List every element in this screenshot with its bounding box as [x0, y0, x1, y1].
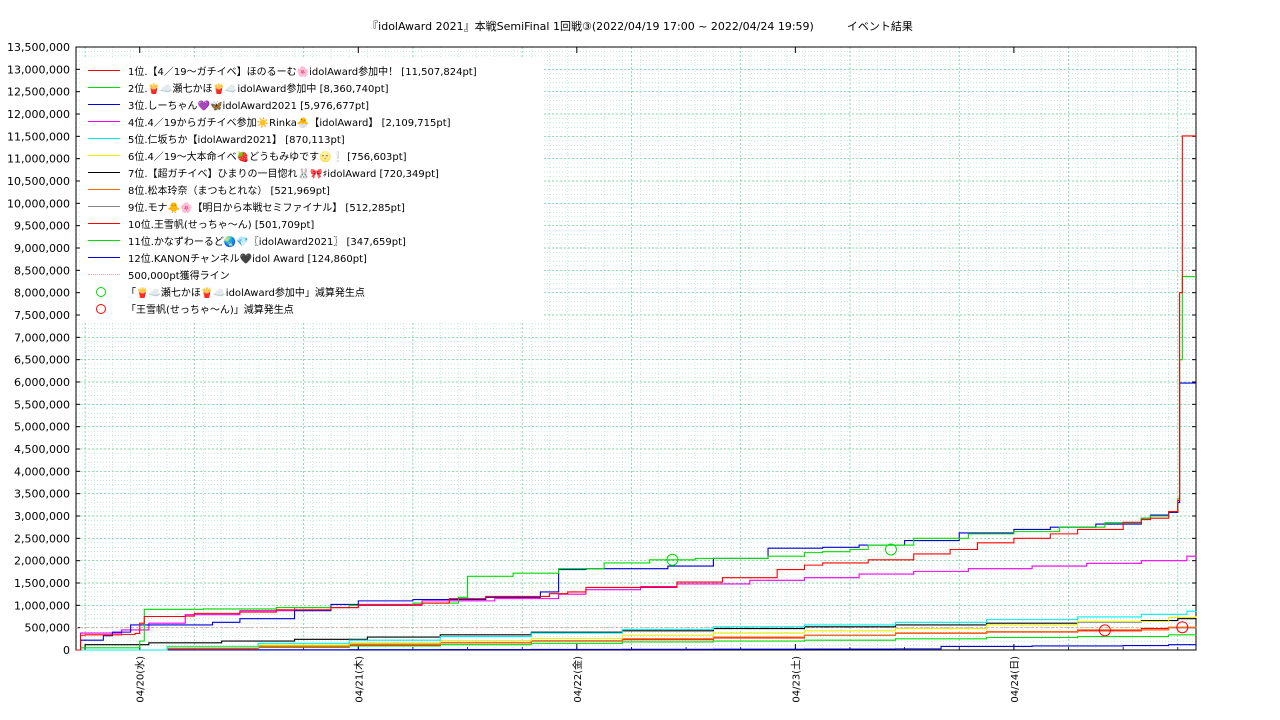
series-line-2 — [76, 276, 1196, 651]
legend-item-series-12: 12位.KANONチャンネル🖤idol Award [124,860pt] — [80, 249, 367, 266]
legend-marker-circle — [96, 303, 106, 314]
x-tick-label: 04/22(金) — [571, 656, 584, 703]
legend-item-series-2: 2位.🍟☁️瀬七かほ🍟☁️idolAward参加中 [8,360,740pt] — [80, 79, 389, 96]
series-line-4 — [76, 555, 1197, 651]
y-tick-label: 8,500,000 — [14, 264, 70, 277]
y-tick-label: 10,500,000 — [7, 175, 70, 188]
legend-item-series-1: 1位.【4／19〜ガチイベ】ほのるーむ🌸idolAward参加中！ [11,50… — [80, 62, 477, 79]
legend-item-series-3: 3位.しーちゃん💜🦋idolAward2021 [5,976,677pt] — [80, 96, 369, 113]
y-tick-label: 12,000,000 — [7, 108, 70, 121]
legend-item-marker-2: 「王雪帆(せっちゃ〜ん)」減算発生点 — [80, 300, 294, 317]
y-tick-label: 9,000,000 — [14, 242, 70, 255]
x-tick-label: 04/23(土) — [789, 656, 802, 703]
y-tick-label: 3,500,000 — [14, 488, 70, 501]
x-tick-label: 04/20(水) — [135, 656, 147, 703]
legend-label: 8位.松本玲奈（まつもとれな） [521,969pt] — [128, 186, 330, 197]
y-tick-label: 11,500,000 — [7, 130, 70, 143]
series-line-5 — [76, 610, 1197, 651]
y-tick-label: 500,000 — [25, 622, 71, 635]
y-tick-label: 13,000,000 — [7, 63, 70, 76]
marker-point-2 — [1098, 624, 1111, 637]
legend-swatch — [88, 155, 120, 156]
y-tick-label: 6,000,000 — [14, 376, 70, 389]
legend-label: 9位.モナ🐥🌸【明日から本戦セミファイナル】 [512,285pt] — [128, 203, 405, 214]
marker-point-1 — [666, 553, 679, 566]
legend-label: 10位.王雪帆(せっちゃ〜ん) [501,709pt] — [128, 220, 315, 231]
legend-label: 2位.🍟☁️瀬七かほ🍟☁️idolAward参加中 [8,360,740pt] — [128, 84, 389, 95]
legend-label: 6位.4／19〜大本命イベ🍓どうもみゆです🌝❕ [756,603pt] — [128, 152, 407, 163]
legend-label: 「🍟☁️瀬七かほ🍟☁️idolAward参加中」減算発生点 — [126, 288, 365, 299]
legend-item-series-10: 10位.王雪帆(せっちゃ〜ん) [501,709pt] — [80, 215, 314, 232]
legend-item-marker-1: 「🍟☁️瀬七かほ🍟☁️idolAward参加中」減算発生点 — [80, 283, 365, 300]
y-tick-label: 4,500,000 — [14, 443, 70, 456]
y-tick-label: 0 — [63, 644, 70, 657]
x-tick-label: 04/24(日) — [1010, 656, 1021, 703]
y-tick-label: 5,000,000 — [14, 421, 70, 434]
legend-label: 「王雪帆(せっちゃ〜ん)」減算発生点 — [126, 305, 294, 316]
legend-item-series-4: 4位.4／19からガチイベ参加☀️Rinka🐣【idolAward】 [2,10… — [80, 113, 451, 130]
legend-item-reference-line: 500,000pt獲得ライン — [80, 266, 230, 283]
legend-swatch — [88, 70, 120, 71]
plot-frame — [75, 46, 1197, 651]
y-tick-label: 8,000,000 — [14, 287, 70, 300]
series-line-12 — [76, 644, 1197, 651]
legend-label: 4位.4／19からガチイベ参加☀️Rinka🐣【idolAward】 [2,10… — [128, 118, 451, 129]
legend-swatch — [88, 257, 120, 258]
legend-swatch — [88, 274, 120, 275]
y-tick-label: 1,000,000 — [14, 599, 70, 612]
y-tick-label: 5,500,000 — [14, 398, 70, 411]
legend-label: 12位.KANONチャンネル🖤idol Award [124,860pt] — [128, 254, 367, 265]
y-tick-label: 11,000,000 — [7, 153, 70, 166]
legend-label: 3位.しーちゃん💜🦋idolAward2021 [5,976,677pt] — [128, 101, 370, 112]
legend-item-series-11: 11位.かなずわーるど🌏💎〖idolAward2021〗 [347,659pt] — [80, 232, 406, 249]
series-line-6 — [76, 616, 1197, 651]
y-tick-label: 1,500,000 — [14, 577, 70, 590]
series-line-7 — [76, 617, 1197, 651]
legend-swatch — [88, 138, 120, 139]
y-tick-label: 13,500,000 — [7, 41, 70, 54]
legend-item-series-9: 9位.モナ🐥🌸【明日から本戦セミファイナル】 [512,285pt] — [80, 198, 405, 215]
marker-point-1 — [884, 543, 897, 556]
chart-title: 『idolAward 2021』本戦SemiFinal 1回戦③(2022/04… — [367, 20, 913, 33]
legend-swatch — [88, 206, 120, 207]
legend-swatch — [88, 172, 120, 173]
x-tick-label: 04/21(木) — [353, 656, 365, 703]
series-line-1 — [76, 135, 1196, 651]
y-tick-label: 6,500,000 — [14, 354, 70, 367]
y-tick-label: 4,000,000 — [14, 465, 70, 478]
legend-swatch — [88, 87, 120, 88]
legend-marker-circle — [96, 286, 106, 297]
legend-item-series-7: 7位.【超ガチイベ】ひまりの一目惚れ🐰🎀♯idolAward [720,349p… — [80, 164, 439, 181]
y-tick-label: 2,000,000 — [14, 555, 70, 568]
legend-label: 11位.かなずわーるど🌏💎〖idolAward2021〗 [347,659pt] — [128, 237, 406, 248]
y-tick-label: 3,000,000 — [14, 510, 70, 523]
y-tick-label: 7,000,000 — [14, 331, 70, 344]
legend-label: 1位.【4／19〜ガチイベ】ほのるーむ🌸idolAward参加中！ [11,50… — [128, 67, 477, 78]
chart-legend: 1位.【4／19〜ガチイベ】ほのるーむ🌸idolAward参加中！ [11,50… — [80, 58, 542, 323]
legend-item-series-8: 8位.松本玲奈（まつもとれな） [521,969pt] — [80, 181, 330, 198]
marker-point-2 — [1176, 621, 1189, 634]
y-tick-label: 12,500,000 — [7, 86, 70, 99]
legend-item-series-5: 5位.仁坂ちか【idolAward2021】 [870,113pt] — [80, 130, 345, 147]
legend-swatch — [88, 104, 120, 105]
y-tick-label: 9,500,000 — [14, 220, 70, 233]
legend-item-series-6: 6位.4／19〜大本命イベ🍓どうもみゆです🌝❕ [756,603pt] — [80, 147, 407, 164]
y-tick-label: 10,000,000 — [7, 197, 70, 210]
legend-swatch — [88, 240, 120, 241]
legend-label: 7位.【超ガチイベ】ひまりの一目惚れ🐰🎀♯idolAward [720,349p… — [128, 169, 439, 180]
y-tick-label: 2,500,000 — [14, 532, 70, 545]
y-tick-label: 7,500,000 — [14, 309, 70, 322]
legend-swatch — [88, 223, 120, 224]
series-line-8 — [76, 626, 1197, 651]
legend-swatch — [88, 189, 120, 190]
legend-label: 500,000pt獲得ライン — [128, 271, 230, 282]
legend-label: 5位.仁坂ちか【idolAward2021】 [870,113pt] — [128, 135, 345, 146]
legend-swatch — [88, 121, 120, 122]
